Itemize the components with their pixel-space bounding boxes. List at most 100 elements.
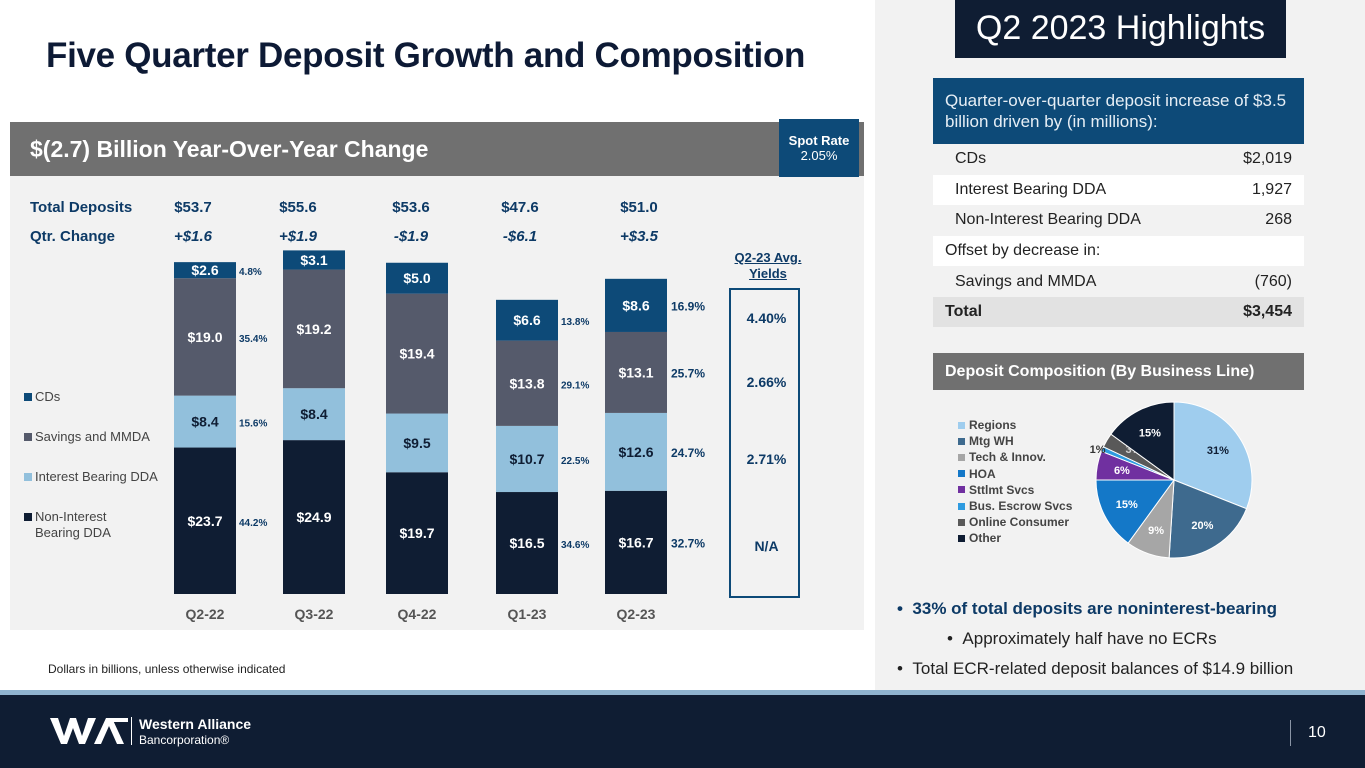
bar-value-label: $6.6 — [513, 312, 540, 328]
pie-legend-item: Online Consumer — [958, 514, 1072, 530]
legend-label: HOA — [969, 466, 996, 481]
pie-legend: Regions Mtg WH Tech & Innov. HOA Sttlmt … — [958, 417, 1072, 547]
legend-swatch — [958, 502, 965, 510]
pie-slice — [1168, 479, 1248, 559]
pie-legend-item: Mtg WH — [958, 433, 1072, 449]
pie-legend-item: Bus. Escrow Svcs — [958, 498, 1072, 514]
bar-value-label: $9.5 — [403, 435, 430, 451]
legend-swatch — [24, 513, 32, 521]
bar-segment — [174, 447, 236, 594]
yields-title-line1: Q2-23 Avg. — [734, 250, 802, 265]
row-label: Savings and MMDA — [955, 273, 1097, 290]
qtr-change-value: -$6.1 — [502, 228, 538, 245]
footer-stripe — [0, 690, 1365, 695]
bar-segment — [605, 412, 667, 491]
bullet-sub-item: • Approximately half have no ECRs — [947, 629, 1217, 649]
panel-header-text: $(2.7) Billion Year-Over-Year Change — [30, 136, 429, 162]
bullet-marker: • — [897, 599, 903, 618]
bullet-marker: • — [947, 629, 953, 648]
legend-item-cds: CDs — [24, 389, 60, 404]
bar-segment — [496, 425, 558, 493]
bar-percent-label: 44.2% — [239, 518, 267, 529]
highlights-row: Non-Interest Bearing DDA 268 — [933, 205, 1304, 235]
company-name: Western Alliance — [139, 716, 252, 732]
bar-segment — [386, 293, 448, 414]
bar-value-label: $19.4 — [399, 346, 434, 362]
legend-swatch — [958, 437, 965, 445]
qtr-change-label: Qtr. Change — [30, 228, 116, 245]
row-value: 268 — [1265, 211, 1292, 228]
legend-label: Bus. Escrow Svcs — [969, 499, 1073, 514]
row-label: Offset by decrease in: — [945, 242, 1101, 259]
bar-segment — [605, 490, 667, 594]
legend-swatch — [958, 421, 965, 429]
total-deposits-value: $53.7 — [174, 199, 212, 216]
bullet-text: Approximately half have no ECRs — [962, 629, 1217, 648]
bar-segment — [386, 262, 448, 294]
row-label: Total — [945, 303, 983, 320]
pie-legend-item: Sttlmt Svcs — [958, 482, 1072, 498]
total-deposits-value: $47.6 — [501, 199, 539, 216]
bar-segment — [605, 278, 667, 332]
yield-value-ib-dda: 2.71% — [746, 451, 787, 467]
total-deposits-label: Total Deposits — [30, 199, 133, 216]
bar-segment — [386, 472, 448, 594]
bar-percent-label: 29.1% — [561, 380, 589, 391]
bar-percent-label: 4.8% — [239, 267, 262, 278]
pie-slice-label: 9% — [1148, 525, 1164, 537]
legend-label: Sttlmt Svcs — [969, 482, 1035, 497]
bar-segment — [605, 331, 667, 413]
row-value: $2,019 — [1243, 150, 1292, 167]
legend-label: Savings and MMDA — [35, 429, 150, 444]
x-tick-label: Q2-22 — [186, 606, 225, 622]
bar-segment — [283, 388, 345, 441]
legend-item-nib-dda: Non-Interest Bearing DDA — [24, 509, 154, 541]
bar-value-label: $8.6 — [622, 297, 649, 313]
bar-value-label: $8.4 — [300, 406, 327, 422]
bar-value-label: $3.1 — [300, 252, 327, 268]
legend-label: Online Consumer — [969, 515, 1070, 530]
pie-legend-item: HOA — [958, 466, 1072, 482]
bar-segment — [496, 492, 558, 594]
pie-slice-label: 6% — [1114, 465, 1130, 477]
bar-percent-label: 13.8% — [561, 317, 589, 328]
legend-swatch — [958, 534, 965, 542]
pie-legend-item: Other — [958, 530, 1072, 546]
pie-slice-label: 15% — [1116, 499, 1138, 511]
bar-percent-label: 16.9% — [671, 299, 705, 313]
bullet-item: • Total ECR-related deposit balances of … — [897, 659, 1293, 679]
total-deposits-value: $53.6 — [392, 199, 430, 216]
legend-swatch — [958, 453, 965, 461]
row-value: (760) — [1254, 273, 1292, 290]
pie-slice-label: 15% — [1139, 428, 1161, 440]
bar-segment — [174, 278, 236, 396]
legend-label: Other — [969, 531, 1002, 546]
bar-percent-label: 35.4% — [239, 334, 267, 345]
company-name-sub: Bancorporation® — [139, 733, 230, 747]
legend-swatch — [24, 433, 32, 441]
qtr-change-value: -$1.9 — [393, 228, 429, 245]
bar-value-label: $19.2 — [296, 321, 331, 337]
highlights-subtitle: Quarter-over-quarter deposit increase of… — [933, 78, 1304, 145]
bar-segment — [386, 413, 448, 473]
bar-segment — [283, 250, 345, 270]
pie-slice — [1173, 401, 1253, 510]
x-tick-label: Q2-23 — [617, 606, 656, 622]
footnote: Dollars in billions, unless otherwise in… — [48, 662, 286, 676]
row-value: $3,454 — [1243, 303, 1292, 320]
pie-slice — [1095, 479, 1175, 544]
bar-value-label: $13.8 — [509, 375, 544, 391]
pie-slice-label: 20% — [1191, 520, 1213, 532]
legend-swatch — [958, 518, 965, 526]
bar-percent-label: 22.5% — [561, 456, 589, 467]
legend-item-savings: Savings and MMDA — [24, 429, 150, 444]
highlights-row: Interest Bearing DDA 1,927 — [933, 175, 1304, 205]
page-number: 10 — [1308, 724, 1326, 741]
bar-segment — [174, 395, 236, 448]
pie-legend-item: Tech & Innov. — [958, 449, 1072, 465]
page-title: Five Quarter Deposit Growth and Composit… — [46, 36, 806, 75]
composition-header: Deposit Composition (By Business Line) — [933, 353, 1304, 390]
spot-rate-value: 2.05% — [800, 148, 838, 163]
bar-value-label: $24.9 — [296, 509, 331, 525]
